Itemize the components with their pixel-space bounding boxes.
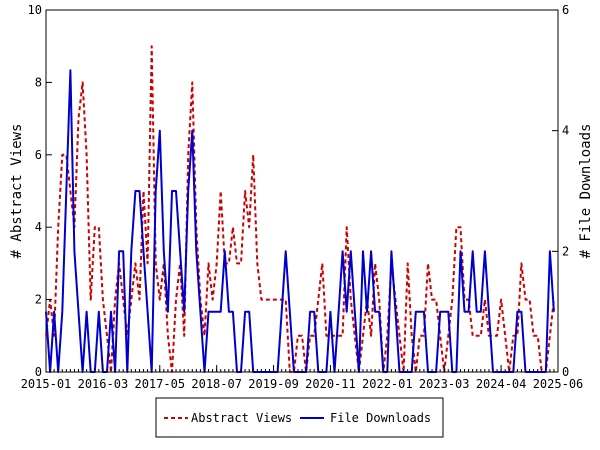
- legend-label-file-downloads: File Downloads: [330, 411, 431, 425]
- legend: Abstract Views File Downloads: [155, 397, 444, 438]
- y-right-tick-label: 0: [562, 365, 569, 379]
- x-tick-label: 2025-06: [533, 377, 584, 391]
- y-left-tick-label: 4: [35, 220, 42, 234]
- plot-area: [45, 9, 559, 373]
- y-right-tick-label: 6: [562, 3, 569, 17]
- y-right-tick-label: 2: [562, 244, 569, 258]
- x-tick-label: 2023-03: [419, 377, 470, 391]
- series-layer: [45, 45, 555, 373]
- y-axis-left: 0 2 4 6 8 10: [28, 3, 52, 379]
- y-left-tick-label: 8: [35, 75, 42, 89]
- x-tick-label: 2022-01: [362, 377, 413, 391]
- x-tick-label: 2024-04: [476, 377, 527, 391]
- x-tick-label: 2020-11: [305, 377, 356, 391]
- y-left-tick-label: 10: [28, 3, 42, 17]
- y-left-tick-label: 6: [35, 148, 42, 162]
- y-axis-left-label: # Abstract Views: [9, 124, 25, 259]
- y-right-tick-label: 4: [562, 124, 569, 138]
- series-line-file-downloads: [45, 69, 555, 373]
- x-tick-label: 2016-03: [78, 377, 129, 391]
- legend-label-abstract-views: Abstract Views: [191, 411, 292, 425]
- x-tick-label: 2017-05: [134, 377, 185, 391]
- x-tick-label: 2015-01: [21, 377, 72, 391]
- x-tick-label: 2018-07: [191, 377, 242, 391]
- x-axis: 2015-01 2016-03 2017-05 2018-07 2019-09 2020-…: [21, 365, 584, 391]
- y-left-tick-label: 2: [35, 293, 42, 307]
- plot-frame: [45, 9, 559, 373]
- y-left-tick-label: 0: [35, 365, 42, 379]
- x-tick-label: 2019-09: [248, 377, 299, 391]
- legend-box: [155, 397, 444, 438]
- y-axis-right: 0 2 4 6: [552, 3, 569, 379]
- y-axis-right-label: # File Downloads: [578, 124, 594, 259]
